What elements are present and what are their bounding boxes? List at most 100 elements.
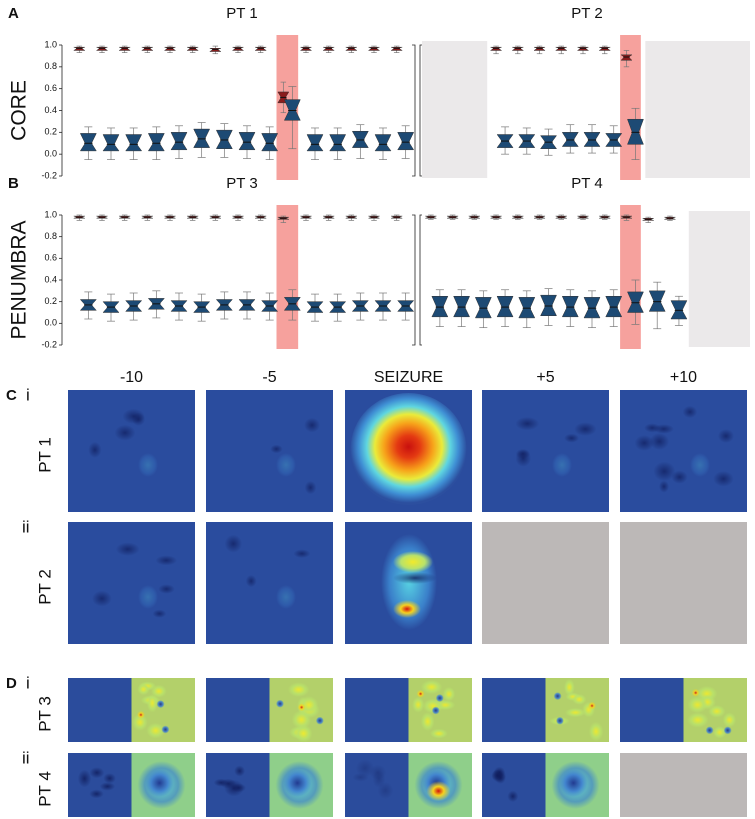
heatmap-blob: [588, 721, 604, 742]
heatmap-blob: [564, 678, 575, 696]
heatmap-blob: [717, 429, 735, 443]
panel-label: B: [8, 175, 19, 192]
heatmap-image: [206, 678, 270, 742]
column-header: -10: [120, 369, 143, 386]
chart: PT 4: [419, 175, 750, 349]
box: [322, 46, 335, 51]
heatmap-blob: [137, 683, 150, 696]
box: [431, 296, 449, 318]
box: [511, 46, 525, 51]
seizure-highlight: [620, 35, 641, 180]
heatmap-blob: [553, 692, 562, 701]
heatmap-blob: [287, 682, 310, 697]
heatmap-blob: [649, 433, 670, 450]
box: [215, 129, 233, 149]
y-tick-label: 1.0: [44, 209, 57, 219]
panel-label: C: [6, 387, 17, 404]
heatmap-image: [68, 522, 195, 644]
heatmap-blob: [687, 712, 709, 728]
heatmap-blob: [705, 726, 714, 735]
box: [554, 46, 568, 51]
heatmap-blob: [393, 600, 421, 618]
chart: -0.2 0.0 0.2 0.4 0.6 0.8 1.0 PT 3 PENUMBRA B: [8, 175, 416, 349]
seizure-highlight: [276, 35, 299, 180]
heatmap-blob: [276, 453, 296, 477]
heatmap-cell: [620, 390, 747, 512]
heatmap-hotspot: [350, 393, 467, 505]
heatmap-blob: [122, 408, 145, 424]
heatmap-blob: [304, 417, 320, 433]
box: [583, 297, 601, 319]
heatmap-cell: [482, 522, 609, 644]
heatmap-blob: [416, 689, 425, 698]
y-tick-label: 0.0: [44, 149, 57, 159]
heatmap-blob: [158, 584, 175, 594]
heatmap-cell: [620, 522, 747, 644]
heatmap-blob: [515, 416, 540, 431]
heatmap-blob: [283, 769, 312, 797]
missing-cell: [482, 522, 609, 644]
heatmap-blob: [431, 706, 440, 715]
y-tick-label: 1.0: [44, 39, 57, 49]
heatmap-image: [68, 753, 132, 817]
missing-region: [688, 211, 750, 347]
panel-label: A: [8, 5, 19, 22]
heatmap-blob: [152, 609, 167, 618]
box: [193, 128, 211, 148]
heatmap-blob: [690, 453, 710, 477]
heatmap-blob: [429, 728, 448, 739]
heatmap-blob: [687, 696, 708, 714]
plot-bracket: [412, 214, 416, 346]
heatmap-blob: [115, 542, 140, 556]
heatmap-cell: [68, 678, 195, 742]
heatmap-blob: [559, 769, 588, 797]
heatmap-blob: [393, 551, 433, 573]
chart-title: PT 3: [226, 175, 257, 192]
chart: -0.2 0.0 0.2 0.4 0.6 0.8 1.0 PT 1 CORE A: [8, 5, 416, 180]
box: [453, 296, 471, 318]
heatmap-cell: [620, 678, 747, 742]
box: [118, 46, 131, 51]
heatmap-blob: [369, 764, 387, 780]
box: [518, 297, 536, 319]
heatmap-blob: [234, 765, 246, 777]
heatmap-blob: [92, 590, 112, 607]
heatmap-blob: [213, 778, 229, 787]
box: [102, 134, 120, 152]
heatmap-blob: [89, 789, 104, 799]
heatmap-cell: [206, 678, 333, 743]
box: [474, 297, 492, 319]
heatmap-blob: [713, 470, 734, 487]
y-axis-label: PENUMBRA: [8, 220, 31, 339]
box: [598, 46, 612, 51]
plot-bracket: [419, 214, 422, 346]
y-tick-label: 0.0: [44, 318, 57, 328]
heatmap-cell: [206, 753, 333, 817]
heatmap-blob: [442, 686, 456, 702]
heatmap-cell: [482, 753, 609, 817]
column-header: -5: [262, 369, 276, 386]
heatmap-blob: [713, 726, 727, 739]
box: [170, 132, 188, 151]
heatmap-blob: [88, 441, 102, 458]
chart-title: PT 4: [571, 175, 602, 192]
row-label: PT 3: [35, 696, 54, 732]
y-tick-label: 0.6: [44, 253, 57, 263]
heatmap-blob: [515, 449, 532, 467]
box: [79, 133, 97, 152]
heatmap-blob: [588, 701, 597, 710]
row-sublabel: i: [26, 673, 30, 692]
heatmap-blob: [77, 769, 92, 788]
heatmap-blob: [507, 790, 519, 803]
row-label: PT 2: [35, 569, 54, 605]
heatmap-blob: [420, 712, 435, 731]
box: [186, 46, 199, 51]
chart-title: PT 1: [226, 5, 257, 22]
heatmap-blob: [572, 694, 587, 705]
box: [329, 134, 347, 152]
row-label: PT 4: [35, 771, 54, 807]
y-axis-label: CORE: [8, 80, 31, 141]
heatmap-blob: [658, 480, 670, 493]
y-tick-label: 0.4: [44, 105, 57, 115]
box: [299, 46, 313, 51]
